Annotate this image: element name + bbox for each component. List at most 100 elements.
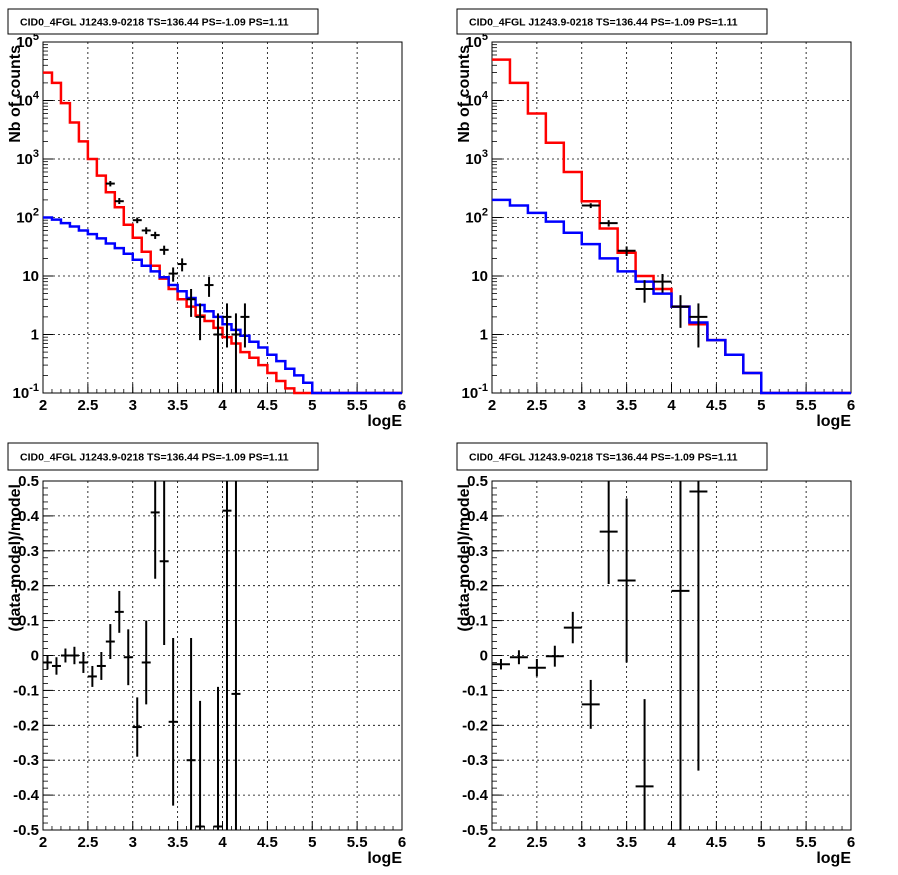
x-tick-label: 3.5	[167, 397, 188, 414]
x-tick-label: 5.5	[347, 834, 368, 851]
data-point	[213, 313, 223, 393]
data-point	[689, 481, 708, 771]
data-point	[43, 655, 52, 670]
x-tick-label: 6	[847, 834, 855, 851]
data-point	[105, 181, 115, 187]
data-point	[69, 646, 79, 665]
data-points	[105, 181, 250, 393]
data-point	[509, 650, 528, 665]
data-point	[213, 686, 223, 830]
x-tick-label: 5	[308, 834, 316, 851]
y-tick-label: 0.1	[467, 613, 488, 630]
data-point	[617, 498, 636, 663]
y-tick-label: 0.2	[18, 578, 39, 595]
data-point	[231, 313, 241, 393]
data-points	[492, 481, 708, 830]
data-point	[78, 652, 88, 673]
x-tick-label: 5	[757, 397, 765, 414]
x-tick-label: 4.5	[706, 397, 727, 414]
x-tick-label: 2	[488, 834, 496, 851]
y-tick-label: 10-1	[13, 382, 39, 402]
data-point	[671, 481, 690, 830]
x-tick-label: 3.5	[616, 834, 637, 851]
x-tick-label: 6	[398, 397, 406, 414]
data-point	[168, 638, 178, 806]
series-line-2	[43, 216, 402, 395]
y-tick-label: -0.4	[462, 787, 489, 804]
y-axis: -0.5 -0.4 -0.3 -0.2 -0.1 0 0.1 0.2 0.3 0.4 0.5	[462, 473, 502, 839]
data-point	[105, 624, 115, 659]
data-point	[177, 258, 187, 272]
x-tick-label: 2	[39, 397, 47, 414]
y-tick-label: 102	[16, 207, 39, 227]
data-point	[635, 699, 654, 830]
panel-1: 2 2.5 3 3.5 4 4.5 5 5.5 6 10-1 1 10 102 103 104 105 logE…	[7, 8, 406, 430]
x-tick-label: 5.5	[796, 397, 817, 414]
x-tick-label: 2	[488, 397, 496, 414]
data-point	[195, 303, 205, 341]
data-points	[581, 203, 708, 348]
y-tick-label: 0.5	[18, 473, 39, 490]
data-point	[222, 303, 232, 348]
y-axis: -0.5 -0.4 -0.3 -0.2 -0.1 0 0.1 0.2 0.3 0.4 0.5	[13, 473, 53, 839]
x-axis-label: logE	[816, 850, 851, 867]
x-tick-label: 4.5	[257, 397, 278, 414]
x-axis-label: logE	[816, 413, 851, 430]
y-tick-label: 0.2	[467, 578, 488, 595]
y-tick-label: 0.3	[467, 543, 488, 560]
data-point	[240, 303, 250, 348]
x-tick-label: 3	[129, 397, 137, 414]
y-tick-label: 10-1	[462, 382, 488, 402]
y-tick-label: 10	[22, 268, 39, 285]
data-point	[60, 648, 70, 663]
x-axis: 2 2.5 3 3.5 4 4.5 5 5.5 6	[39, 821, 406, 851]
x-axis: 2 2.5 3 3.5 4 4.5 5 5.5 6	[39, 384, 406, 414]
y-tick-label: -0.1	[13, 682, 39, 699]
chart-title: CID0_4FGL J1243.9-0218 TS=136.44 PS=-1.0…	[20, 17, 289, 29]
data-points	[43, 481, 241, 830]
y-tick-label: -0.5	[13, 822, 39, 839]
data-point	[96, 652, 106, 680]
series-line-2	[492, 198, 851, 395]
data-point	[168, 267, 178, 282]
data-point	[563, 611, 582, 644]
grid	[43, 42, 402, 393]
x-tick-label: 5.5	[347, 397, 368, 414]
data-point	[599, 481, 618, 584]
data-point	[150, 231, 160, 239]
x-tick-label: 6	[398, 834, 406, 851]
y-tick-label: -0.2	[13, 717, 39, 734]
y-tick-label: 103	[465, 148, 488, 168]
title-box	[456, 8, 768, 35]
y-axis-label: Nb of counts	[7, 45, 24, 143]
y-axis-label: Nb of counts	[456, 45, 473, 143]
x-tick-label: 4.5	[257, 834, 278, 851]
y-tick-label: -0.1	[462, 682, 488, 699]
series-line-1	[43, 71, 402, 395]
y-tick-label: 0	[31, 648, 39, 665]
x-axis-label: logE	[367, 413, 402, 430]
data-point	[132, 217, 142, 224]
x-tick-label: 3	[578, 834, 586, 851]
y-tick-label: 0.4	[18, 508, 40, 525]
x-tick-label: 4	[667, 834, 676, 851]
data-point	[114, 198, 124, 205]
data-point	[545, 645, 564, 667]
y-tick-label: 105	[16, 31, 39, 51]
x-axis: 2 2.5 3 3.5 4 4.5 5 5.5 6	[488, 384, 855, 414]
data-point	[204, 277, 214, 297]
x-tick-label: 2.5	[77, 397, 98, 414]
data-point	[617, 246, 636, 256]
data-point	[222, 481, 232, 830]
y-tick-label: 1	[480, 327, 488, 344]
y-tick-label: 105	[465, 31, 488, 51]
y-tick-label: 0.3	[18, 543, 39, 560]
data-point	[653, 274, 672, 293]
data-point	[51, 657, 61, 675]
grid	[43, 481, 402, 830]
y-axis: 10-1 1 10 102 103 104 105	[462, 31, 502, 402]
panel-3: 2 2.5 3 3.5 4 4.5 5 5.5 6 -0.5 -0.4 -0.3 -0.2 -0.1 0 0.…	[7, 442, 406, 867]
panel-2: 2 2.5 3 3.5 4 4.5 5 5.5 6 10-1 1 10 102 103 104 105 logE…	[456, 8, 855, 430]
x-tick-label: 2.5	[77, 834, 98, 851]
y-tick-label: -0.3	[13, 752, 39, 769]
